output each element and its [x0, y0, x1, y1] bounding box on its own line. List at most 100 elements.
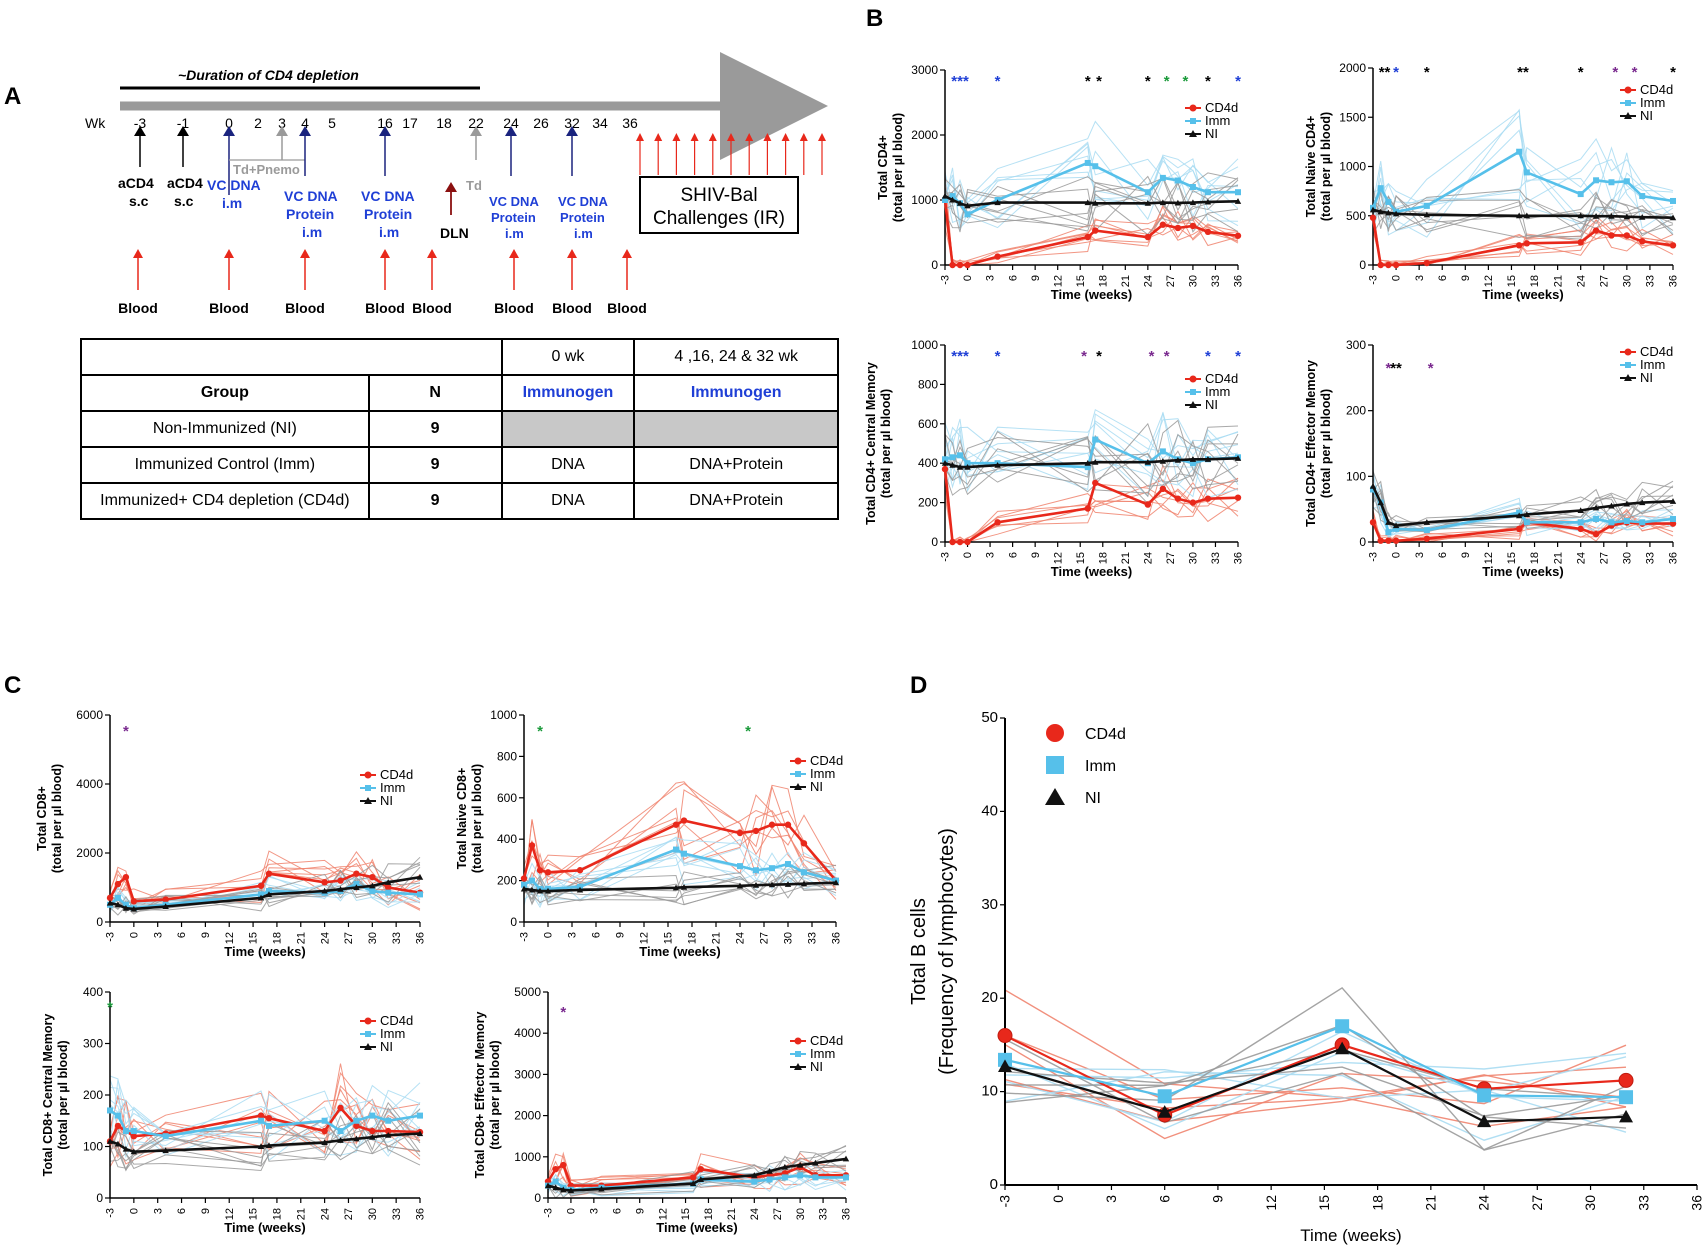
legend-label-ni: NI	[1205, 397, 1218, 412]
challenge-arrowhead	[727, 133, 735, 141]
data-point-ni	[385, 1131, 392, 1138]
dln-arrowhead	[445, 182, 457, 192]
data-point-imm	[1084, 464, 1091, 471]
significance-star: *	[1578, 64, 1584, 81]
individual-trace-ni	[1372, 192, 1674, 234]
data-point-imm	[1144, 189, 1151, 196]
x-axis-label: Time (weeks)	[224, 1220, 305, 1235]
x-tick-label: 24	[749, 1208, 761, 1220]
data-point-cd4d	[353, 1122, 360, 1130]
significance-star: *	[995, 348, 1001, 365]
legend-marker-imm	[795, 771, 801, 777]
data-point-cd4d	[1204, 228, 1212, 236]
significance-star: *	[1205, 348, 1211, 365]
legend-marker-ni	[364, 797, 372, 804]
data-point-cd4d	[1234, 494, 1242, 501]
data-point-imm	[1523, 169, 1530, 176]
x-tick-label: 18	[1369, 1195, 1385, 1211]
data-point-cd4d	[1377, 261, 1384, 269]
x-tick-label: 3	[589, 1208, 601, 1214]
x-tick-label: 24	[735, 932, 747, 944]
y-tick-label: 600	[918, 417, 938, 431]
data-point-cd4d	[964, 261, 971, 269]
legend-label-imm: Imm	[380, 780, 405, 795]
data-point-imm	[797, 1172, 804, 1179]
data-point-cd4d	[1377, 537, 1384, 544]
data-point-imm	[1619, 1090, 1634, 1105]
x-tick-label: 33	[1210, 275, 1222, 287]
table-row: Non-Immunized (NI) 9	[80, 410, 839, 448]
data-point-cd4d	[1577, 239, 1584, 246]
x-tick-label: 33	[1635, 1195, 1651, 1211]
data-point-ni	[528, 886, 536, 893]
vc-prot4-label-b: Protein	[560, 210, 605, 225]
table-header-row-2: Group N Immunogen Immunogen	[80, 374, 839, 412]
data-point-ni	[385, 879, 392, 885]
x-tick-label: 9	[1210, 1195, 1226, 1203]
data-point-ni	[337, 1137, 344, 1143]
x-tick-label: 9	[1030, 552, 1042, 558]
x-tick-label: 0	[962, 275, 974, 281]
data-point-ni	[416, 1130, 424, 1137]
week-label: 32	[564, 115, 580, 131]
challenge-arrowhead	[690, 133, 699, 141]
panel-letter-a: A	[4, 83, 21, 110]
x-tick-label: 6	[176, 1208, 188, 1214]
legend-label-cd4d: CD4d	[1205, 371, 1238, 386]
data-point-imm	[258, 891, 265, 898]
y-tick-label: 800	[918, 377, 938, 391]
x-tick-label: 27	[1529, 1195, 1545, 1211]
blood-label: Blood	[494, 300, 534, 316]
significance-star: **	[1390, 360, 1402, 377]
data-point-imm	[265, 887, 272, 894]
legend-label-ni: NI	[810, 779, 823, 794]
data-point-cd4d	[106, 894, 114, 902]
significance-star: *	[1612, 64, 1618, 81]
data-point-imm	[801, 869, 807, 876]
x-tick-label: 12	[657, 1208, 669, 1220]
data-point-ni	[680, 884, 688, 890]
data-point-ni	[1423, 519, 1431, 525]
challenge-arrowhead	[636, 133, 644, 141]
panel-letter-b: B	[866, 5, 883, 32]
data-point-imm	[1639, 193, 1646, 200]
vc-prot1-label-c: i.m	[302, 224, 322, 240]
legend-label-imm: Imm	[810, 1046, 835, 1061]
individual-trace-ni	[109, 861, 421, 914]
data-point-cd4d	[520, 875, 528, 882]
x-tick-label: 30	[367, 1208, 379, 1220]
data-point-cd4d	[560, 1161, 567, 1169]
data-point-imm	[949, 454, 956, 461]
data-point-ni	[1159, 458, 1167, 464]
legend-label-cd4d: CD4d	[380, 1013, 413, 1028]
y-tick-label: 1000	[911, 338, 938, 352]
week-label: 5	[328, 115, 336, 131]
data-point-imm	[1516, 509, 1523, 516]
data-point-imm	[1393, 525, 1400, 532]
data-point-ni	[114, 901, 122, 908]
data-point-ni	[1577, 212, 1584, 219]
x-tick-label: 30	[1622, 275, 1634, 287]
data-point-imm	[1423, 202, 1430, 209]
x-tick-label: 18	[703, 1208, 715, 1220]
wk-label: Wk	[85, 115, 106, 131]
x-tick-label: 30	[367, 932, 379, 944]
individual-trace-ni	[944, 438, 1239, 505]
x-tick-label: 15	[248, 932, 260, 944]
x-tick-label: 18	[272, 1208, 284, 1220]
legend-marker-cd4d	[794, 1037, 802, 1045]
data-point-cd4d	[1144, 233, 1152, 241]
x-tick-label: 3	[1414, 552, 1426, 558]
table-cell-n: 9	[367, 482, 503, 520]
y-tick-label: 1500	[1339, 110, 1366, 124]
data-point-cd4d	[1204, 495, 1212, 502]
data-point-imm	[949, 193, 956, 200]
data-point-ni	[416, 873, 424, 880]
y-tick-label: 5000	[514, 985, 541, 999]
individual-trace-imm	[1372, 114, 1674, 236]
y-tick-label: 30	[981, 896, 998, 913]
data-point-cd4d	[1385, 537, 1392, 544]
x-tick-label: 0	[1050, 1195, 1066, 1203]
x-tick-label: 3	[985, 275, 997, 281]
x-tick-label: 36	[1689, 1195, 1705, 1211]
